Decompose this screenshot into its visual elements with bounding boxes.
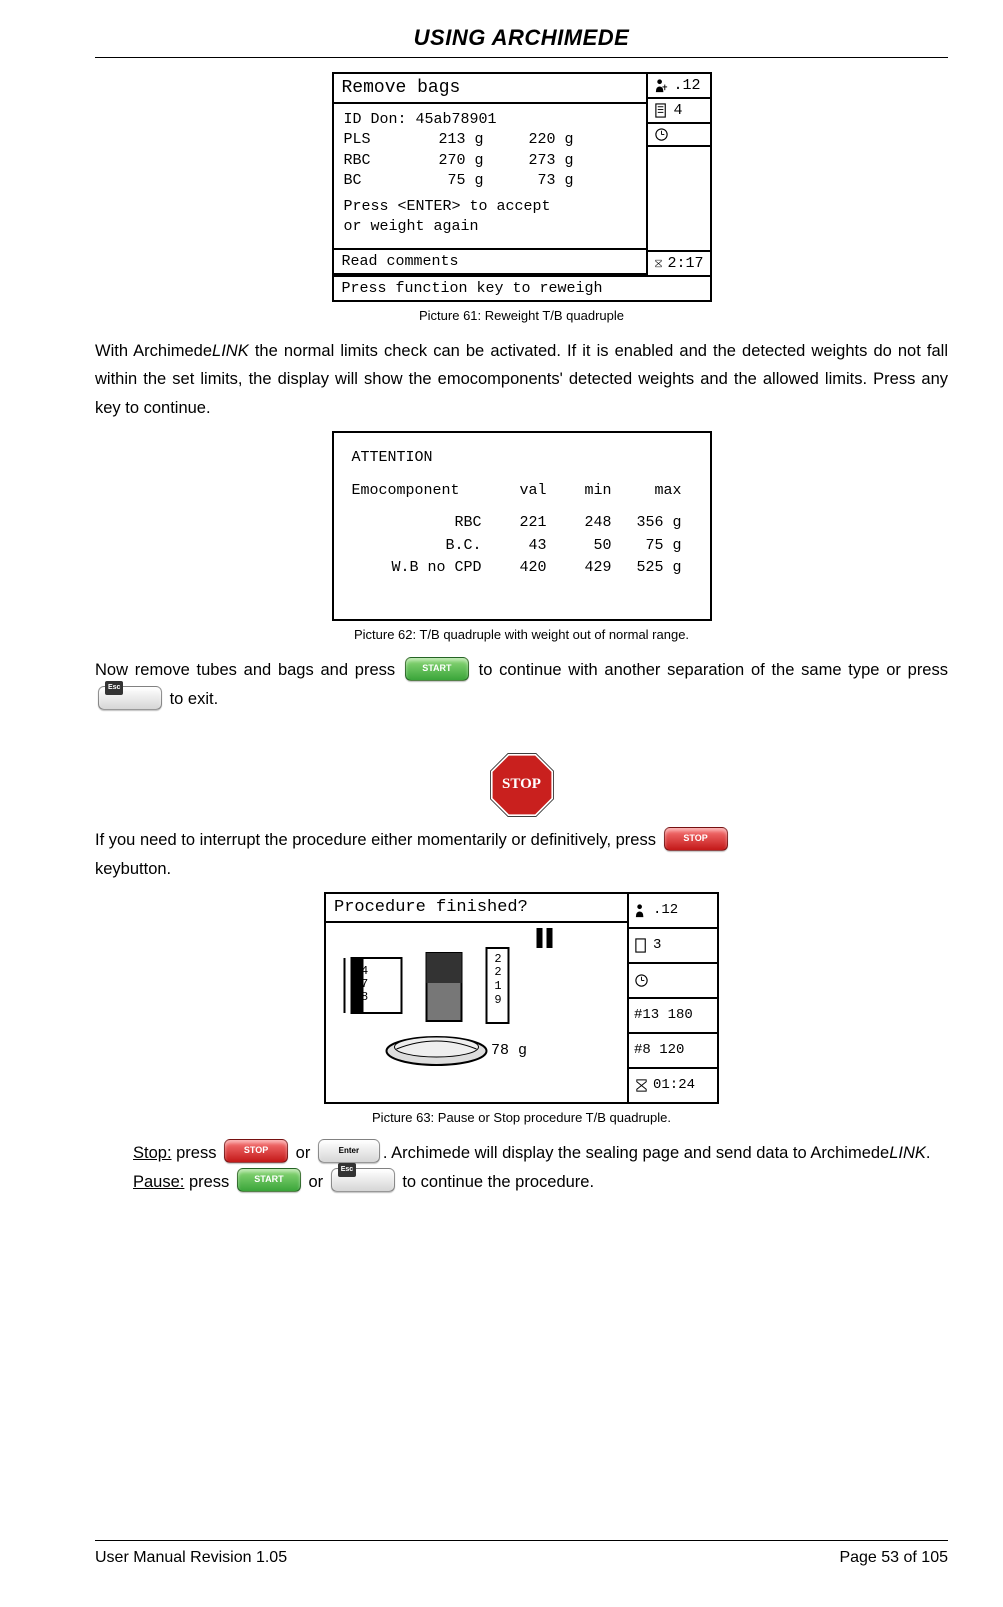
fig61-row-label: BC	[344, 171, 404, 191]
fig61-row-v1: 270 g	[404, 151, 484, 171]
document-icon	[654, 103, 669, 118]
fig63-canvas: 4 7 8 2 2 1 9 78 g	[326, 923, 627, 1078]
fig61-row-v1: 75 g	[404, 171, 484, 191]
fig62-header: Emocomponent val min max	[352, 480, 692, 503]
fig63-weight: 78 g	[491, 1042, 527, 1059]
paragraph-2: Now remove tubes and bags and press STAR…	[95, 656, 948, 714]
person-icon	[654, 78, 669, 93]
fig61-side-clock	[648, 124, 710, 147]
fig63-caption: Picture 63: Pause or Stop procedure T/B …	[95, 1110, 948, 1125]
enter-button[interactable]: Enter	[318, 1139, 380, 1163]
hourglass-icon	[634, 1078, 649, 1093]
clock-icon	[634, 973, 649, 988]
fig63-title: Procedure finished?	[326, 894, 627, 923]
fig61-id-line: ID Don: 45ab78901	[344, 110, 636, 130]
page-footer: User Manual Revision 1.05 Page 53 of 105	[95, 1540, 948, 1567]
header-rule	[95, 57, 948, 58]
stop-label: Stop:	[133, 1144, 172, 1162]
footer-left: User Manual Revision 1.05	[95, 1549, 287, 1567]
fig63-side-page: 3	[629, 929, 717, 964]
fig61-caption: Picture 61: Reweight T/B quadruple	[95, 308, 948, 323]
fig61-side-blank	[648, 147, 710, 252]
fig62-row: W.B no CPD420429525 g	[352, 557, 692, 580]
clock-icon	[654, 127, 669, 142]
fig61-bottom-bar: Press function key to reweigh	[334, 275, 710, 300]
fig61-row-v1: 213 g	[404, 130, 484, 150]
fig61-row-v2: 220 g	[484, 130, 574, 150]
fig61-side-person: .12	[648, 74, 710, 99]
start-button[interactable]: START	[237, 1168, 301, 1192]
fig63-side-hash13: #13 180	[629, 999, 717, 1034]
person-icon	[634, 903, 649, 918]
fig61-side-timer: 2:17	[648, 252, 710, 275]
footer-right: Page 53 of 105	[839, 1549, 948, 1567]
fig63-side-clock	[629, 964, 717, 999]
stop-sign-icon: STOP	[487, 750, 557, 820]
figure-62-screen: ATTENTION Emocomponent val min max RBC22…	[332, 431, 712, 621]
paragraph-3: If you need to interrupt the procedure e…	[95, 826, 948, 884]
fig61-side-page: 4	[648, 99, 710, 124]
fig61-press-1: Press <ENTER> to accept	[344, 197, 636, 217]
fig61-title: Remove bags	[334, 74, 646, 104]
figure-63-screen: Procedure finished?	[324, 892, 719, 1104]
fig61-row-label: PLS	[344, 130, 404, 150]
fig61-row-v2: 273 g	[484, 151, 574, 171]
esc-button[interactable]: Esc	[331, 1168, 395, 1192]
fig62-caption: Picture 62: T/B quadruple with weight ou…	[95, 627, 948, 642]
fig61-press-2: or weight again	[344, 217, 636, 237]
fig63-side-person: .12	[629, 894, 717, 929]
hourglass-icon	[654, 256, 663, 271]
figure-61-screen: Remove bags ID Don: 45ab78901 PLS213 g22…	[332, 72, 712, 302]
fig63-side-hash8: #8 120	[629, 1034, 717, 1069]
start-button[interactable]: START	[405, 657, 469, 681]
page-title: USING ARCHIMEDE	[95, 25, 948, 51]
fig62-row: B.C.435075 g	[352, 535, 692, 558]
stop-pause-list: Stop: press STOP or Enter. Archimede wil…	[95, 1139, 948, 1197]
fig62-title: ATTENTION	[352, 447, 692, 470]
stop-button[interactable]: STOP	[224, 1139, 288, 1163]
fig61-row-label: RBC	[344, 151, 404, 171]
fig61-read-comments: Read comments	[334, 250, 646, 275]
pause-label: Pause:	[133, 1173, 184, 1191]
esc-button[interactable]: Esc	[98, 686, 162, 710]
fig62-row: RBC221248356 g	[352, 512, 692, 535]
fig63-side-timer: 01:24	[629, 1069, 717, 1102]
fig61-row-v2: 73 g	[484, 171, 574, 191]
paragraph-1: With ArchimedeLINK the normal limits che…	[95, 337, 948, 424]
stop-button[interactable]: STOP	[664, 827, 728, 851]
document-icon	[634, 938, 649, 953]
